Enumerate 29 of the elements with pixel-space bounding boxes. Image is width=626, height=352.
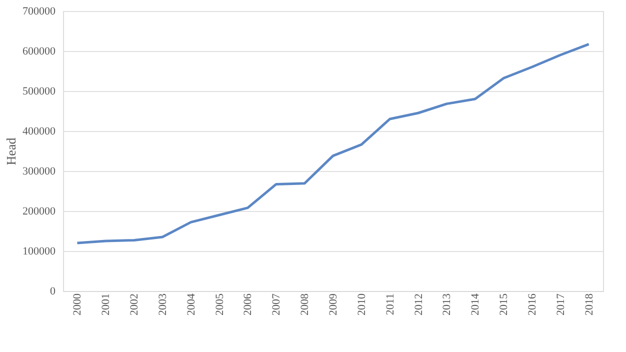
x-tick-label: 2005 <box>214 293 226 316</box>
y-axis-title: Head <box>4 137 18 166</box>
y-tick-label: 700000 <box>22 6 56 18</box>
x-tick-label: 2011 <box>384 294 396 316</box>
x-tick-label: 2003 <box>156 293 169 316</box>
x-tick-label: 2002 <box>128 294 141 316</box>
x-tick-label: 2018 <box>583 293 596 316</box>
x-tick-label: 2007 <box>270 293 283 316</box>
x-tick-label: 2008 <box>299 293 312 316</box>
x-tick-label: 2009 <box>328 293 340 316</box>
x-tick-label: 2012 <box>412 294 425 316</box>
x-tick-label: 2000 <box>72 293 84 316</box>
y-tick-label: 500000 <box>22 86 56 98</box>
x-tick-label: 2017 <box>554 293 567 316</box>
x-tick-label: 2010 <box>356 293 368 316</box>
x-tick-label: 2015 <box>498 293 510 316</box>
y-tick-label: 0 <box>50 286 56 298</box>
x-tick-label: 2013 <box>441 293 454 316</box>
y-tick-label: 100000 <box>22 246 56 258</box>
x-tick-label: 2006 <box>242 293 254 316</box>
x-tick-label: 2016 <box>526 293 538 316</box>
x-tick-label: 2004 <box>185 293 198 316</box>
y-tick-label: 400000 <box>22 126 56 138</box>
line-series <box>76 42 590 244</box>
x-tick-label: 2014 <box>470 293 482 316</box>
y-tick-label: 600000 <box>22 46 56 58</box>
x-tick-label: 2001 <box>100 294 112 316</box>
y-tick-label: 300000 <box>22 166 56 178</box>
y-tick-label: 200000 <box>22 206 56 218</box>
